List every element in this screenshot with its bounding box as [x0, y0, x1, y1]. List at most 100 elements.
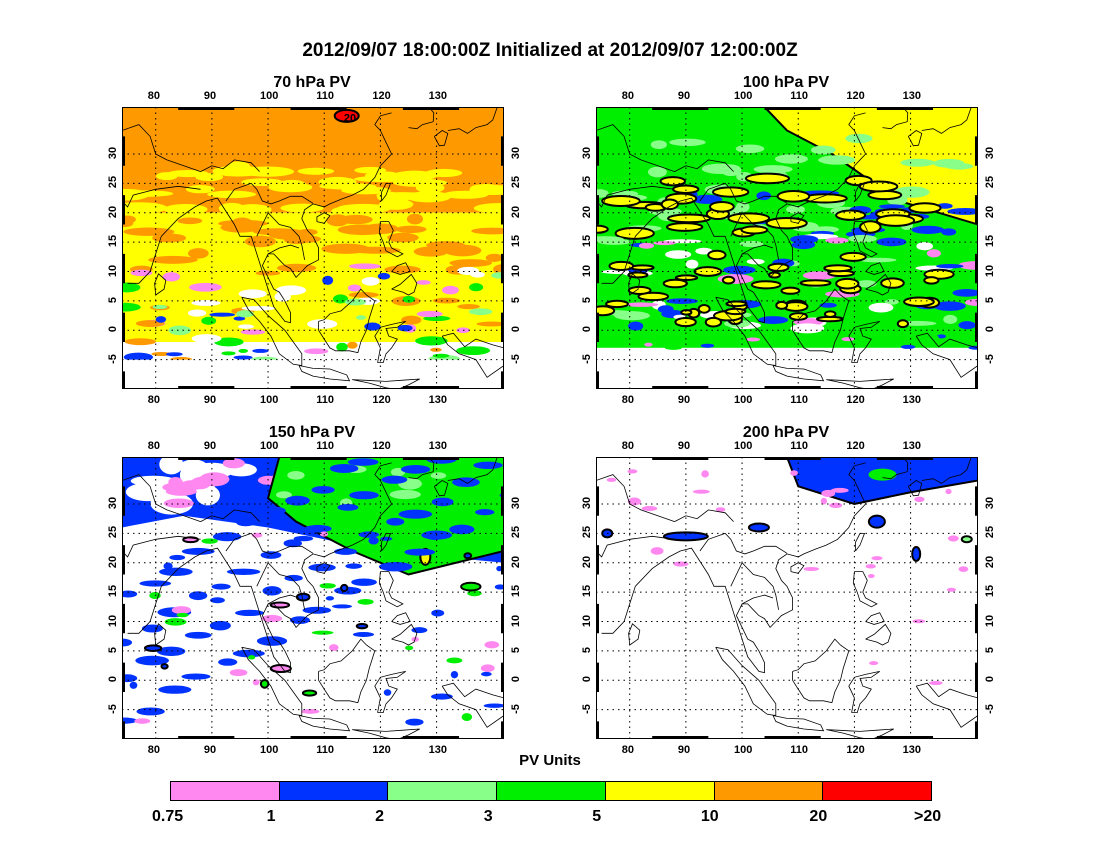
pv-blob [159, 457, 184, 475]
pv-blob [431, 693, 453, 700]
pv-blob [321, 243, 370, 254]
pv-blob [218, 202, 245, 215]
pv-blob [830, 487, 849, 493]
pv-blob [293, 535, 314, 542]
pv-blob [647, 166, 667, 178]
pv-blob [900, 344, 916, 349]
pv-blob [136, 707, 165, 716]
pv-blob [287, 235, 322, 243]
map-panel-200hpa [596, 457, 978, 739]
pv-blob [790, 470, 798, 476]
lon-tick-label: 100 [734, 90, 753, 102]
legend-label: 2 [375, 808, 385, 825]
pv-blob [233, 316, 246, 321]
pv-blob [163, 498, 194, 509]
lon-tick-label: 130 [428, 90, 447, 102]
map-frame [596, 107, 978, 389]
coastline [122, 107, 504, 389]
lon-tick-label: 100 [734, 744, 753, 756]
lat-tick-label: 20 [107, 205, 119, 218]
legend-color-box [279, 782, 389, 800]
map-panel-70hpa: 20 [122, 107, 504, 389]
lat-tick-label: 15 [510, 235, 522, 248]
map-background [596, 457, 978, 739]
legend-title: PV Units [519, 752, 581, 769]
pv-blob [122, 215, 136, 224]
pv-blob [692, 194, 723, 204]
pv-blob [446, 657, 463, 664]
pv-blob [263, 506, 286, 515]
pv-blob [135, 655, 169, 666]
pv-blob [945, 162, 973, 170]
pv-blob [337, 224, 389, 236]
lat-tick-label: 20 [107, 555, 119, 568]
pv-contour-blob [823, 264, 853, 273]
pv-blob [143, 644, 163, 653]
lon-tick-label: 130 [902, 440, 921, 452]
lat-tick-label: 25 [581, 526, 593, 539]
pv-blob [481, 671, 492, 677]
pv-blob [442, 190, 489, 199]
pv-blob [238, 348, 249, 353]
lat-tick-label: -5 [107, 703, 119, 714]
pv-contour-blob [880, 277, 905, 289]
pv-blob [628, 321, 644, 331]
legend-label: 10 [700, 808, 719, 825]
pv-blob [936, 263, 964, 269]
pv-blob [232, 649, 265, 658]
pv-blob [389, 489, 421, 500]
pv-blob [473, 202, 504, 214]
lon-tick-label: 90 [677, 394, 691, 406]
pv-blob [177, 217, 203, 225]
lat-tick-label: 5 [984, 296, 996, 303]
pv-blob [129, 681, 138, 689]
pv-blob [340, 583, 349, 593]
pv-blob [332, 604, 352, 609]
pv-blob [287, 471, 305, 480]
lon-tick-label: 120 [846, 744, 865, 756]
pv-blob [496, 565, 503, 572]
pv-contour-blob [747, 522, 770, 533]
lon-tick-label: 110 [316, 394, 334, 406]
pv-blob [402, 295, 416, 303]
legend-label: 0.75 [152, 808, 184, 825]
pv-blob [701, 470, 709, 478]
pv-blob [914, 496, 925, 503]
pv-contour-blob [767, 262, 790, 273]
panel-title-200hpa: 200 hPa PV [742, 424, 830, 441]
pv-contour-blob [674, 274, 699, 281]
pv-blob [122, 282, 141, 293]
lat-tick-label: 15 [581, 235, 593, 248]
pv-blob [964, 298, 978, 306]
pv-blob [381, 475, 408, 484]
legend-color-box [823, 782, 932, 800]
lon-tick-label: 100 [734, 440, 753, 452]
pv-blob [377, 272, 391, 280]
pv-blob [345, 563, 363, 569]
pv-blob [241, 305, 276, 311]
pv-blob [304, 524, 332, 533]
pv-blob [829, 502, 843, 509]
lat-tick-label: 30 [510, 496, 522, 510]
pv-blob [430, 472, 447, 479]
pv-blob [319, 183, 377, 190]
lat-tick-label: 25 [510, 176, 522, 189]
pv-contour-blob [708, 200, 735, 213]
pv-blob [952, 289, 978, 297]
pv-blob [351, 578, 377, 586]
pv-blob [236, 519, 256, 527]
pv-blob [152, 233, 187, 243]
pv-blob [192, 592, 204, 599]
pv-blob [416, 310, 443, 318]
pv-blob [152, 304, 168, 310]
lon-tick-label: 80 [621, 394, 634, 406]
pv-blob [491, 272, 504, 279]
coastline [596, 107, 978, 389]
pv-contour-blob [660, 198, 679, 211]
pv-blob [449, 259, 493, 267]
pv-blob [125, 482, 171, 502]
pv-contour-blob [750, 280, 782, 290]
pv-blob [426, 241, 466, 250]
pv-blob [485, 253, 503, 263]
pv-blob [322, 275, 334, 285]
